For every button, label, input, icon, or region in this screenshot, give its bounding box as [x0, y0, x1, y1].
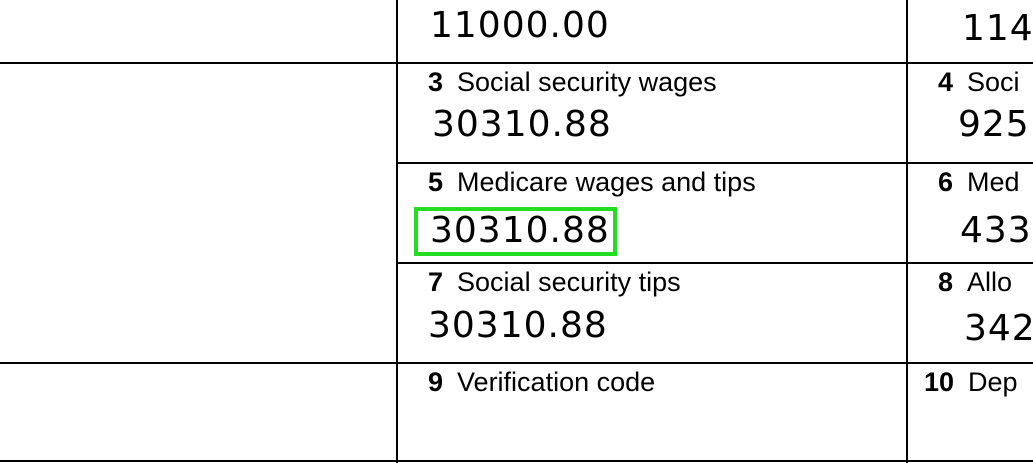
box-7-title: Social security tips	[457, 267, 681, 297]
box-9-title: Verification code	[457, 367, 656, 397]
selected-field-highlight	[414, 207, 617, 256]
box-7-label: 7 Social security tips	[428, 269, 681, 296]
box-3-label: 3 Social security wages	[428, 69, 717, 96]
box-9-number: 9	[428, 367, 444, 397]
box-4-title: Soci	[967, 67, 1020, 97]
box-6-number: 6	[938, 167, 954, 197]
row-divider-3	[396, 262, 1033, 264]
box-6-label: 6 Med	[938, 169, 1020, 196]
box-5-title: Medicare wages and tips	[457, 167, 756, 197]
box-5-number: 5	[428, 167, 444, 197]
column-divider-left	[396, 0, 398, 463]
row-divider-2	[396, 162, 1033, 164]
box-7-number: 7	[428, 267, 444, 297]
box-6-title: Med	[967, 167, 1020, 197]
box-4-label: 4 Soci	[938, 69, 1020, 96]
box-8-label: 8 Allo	[938, 269, 1012, 296]
box-8-value: 342	[964, 308, 1033, 349]
box-7-value: 30310.88	[428, 305, 608, 346]
row-divider-4	[0, 362, 1033, 364]
box-6-value: 433	[960, 210, 1032, 251]
box-10-label: 10 Dep	[924, 369, 1018, 396]
box-3-title: Social security wages	[457, 67, 717, 97]
box-3-number: 3	[428, 67, 444, 97]
box-9-label: 9 Verification code	[428, 369, 655, 396]
box-3-value: 30310.88	[432, 104, 612, 145]
box-10-title: Dep	[968, 367, 1018, 397]
box-8-title: Allo	[967, 267, 1013, 297]
box-2-value: 114	[962, 8, 1033, 49]
box-8-number: 8	[938, 267, 954, 297]
row-divider-1	[0, 62, 1033, 64]
box-5-label: 5 Medicare wages and tips	[428, 169, 756, 196]
box-4-number: 4	[938, 67, 954, 97]
box-5-value[interactable]: 30310.88	[430, 210, 610, 251]
box-1-value: 11000.00	[430, 5, 610, 46]
box-4-value: 925	[958, 104, 1030, 145]
row-divider-bottom	[0, 460, 1033, 462]
column-divider-right	[906, 0, 908, 463]
box-10-number: 10	[924, 367, 955, 397]
